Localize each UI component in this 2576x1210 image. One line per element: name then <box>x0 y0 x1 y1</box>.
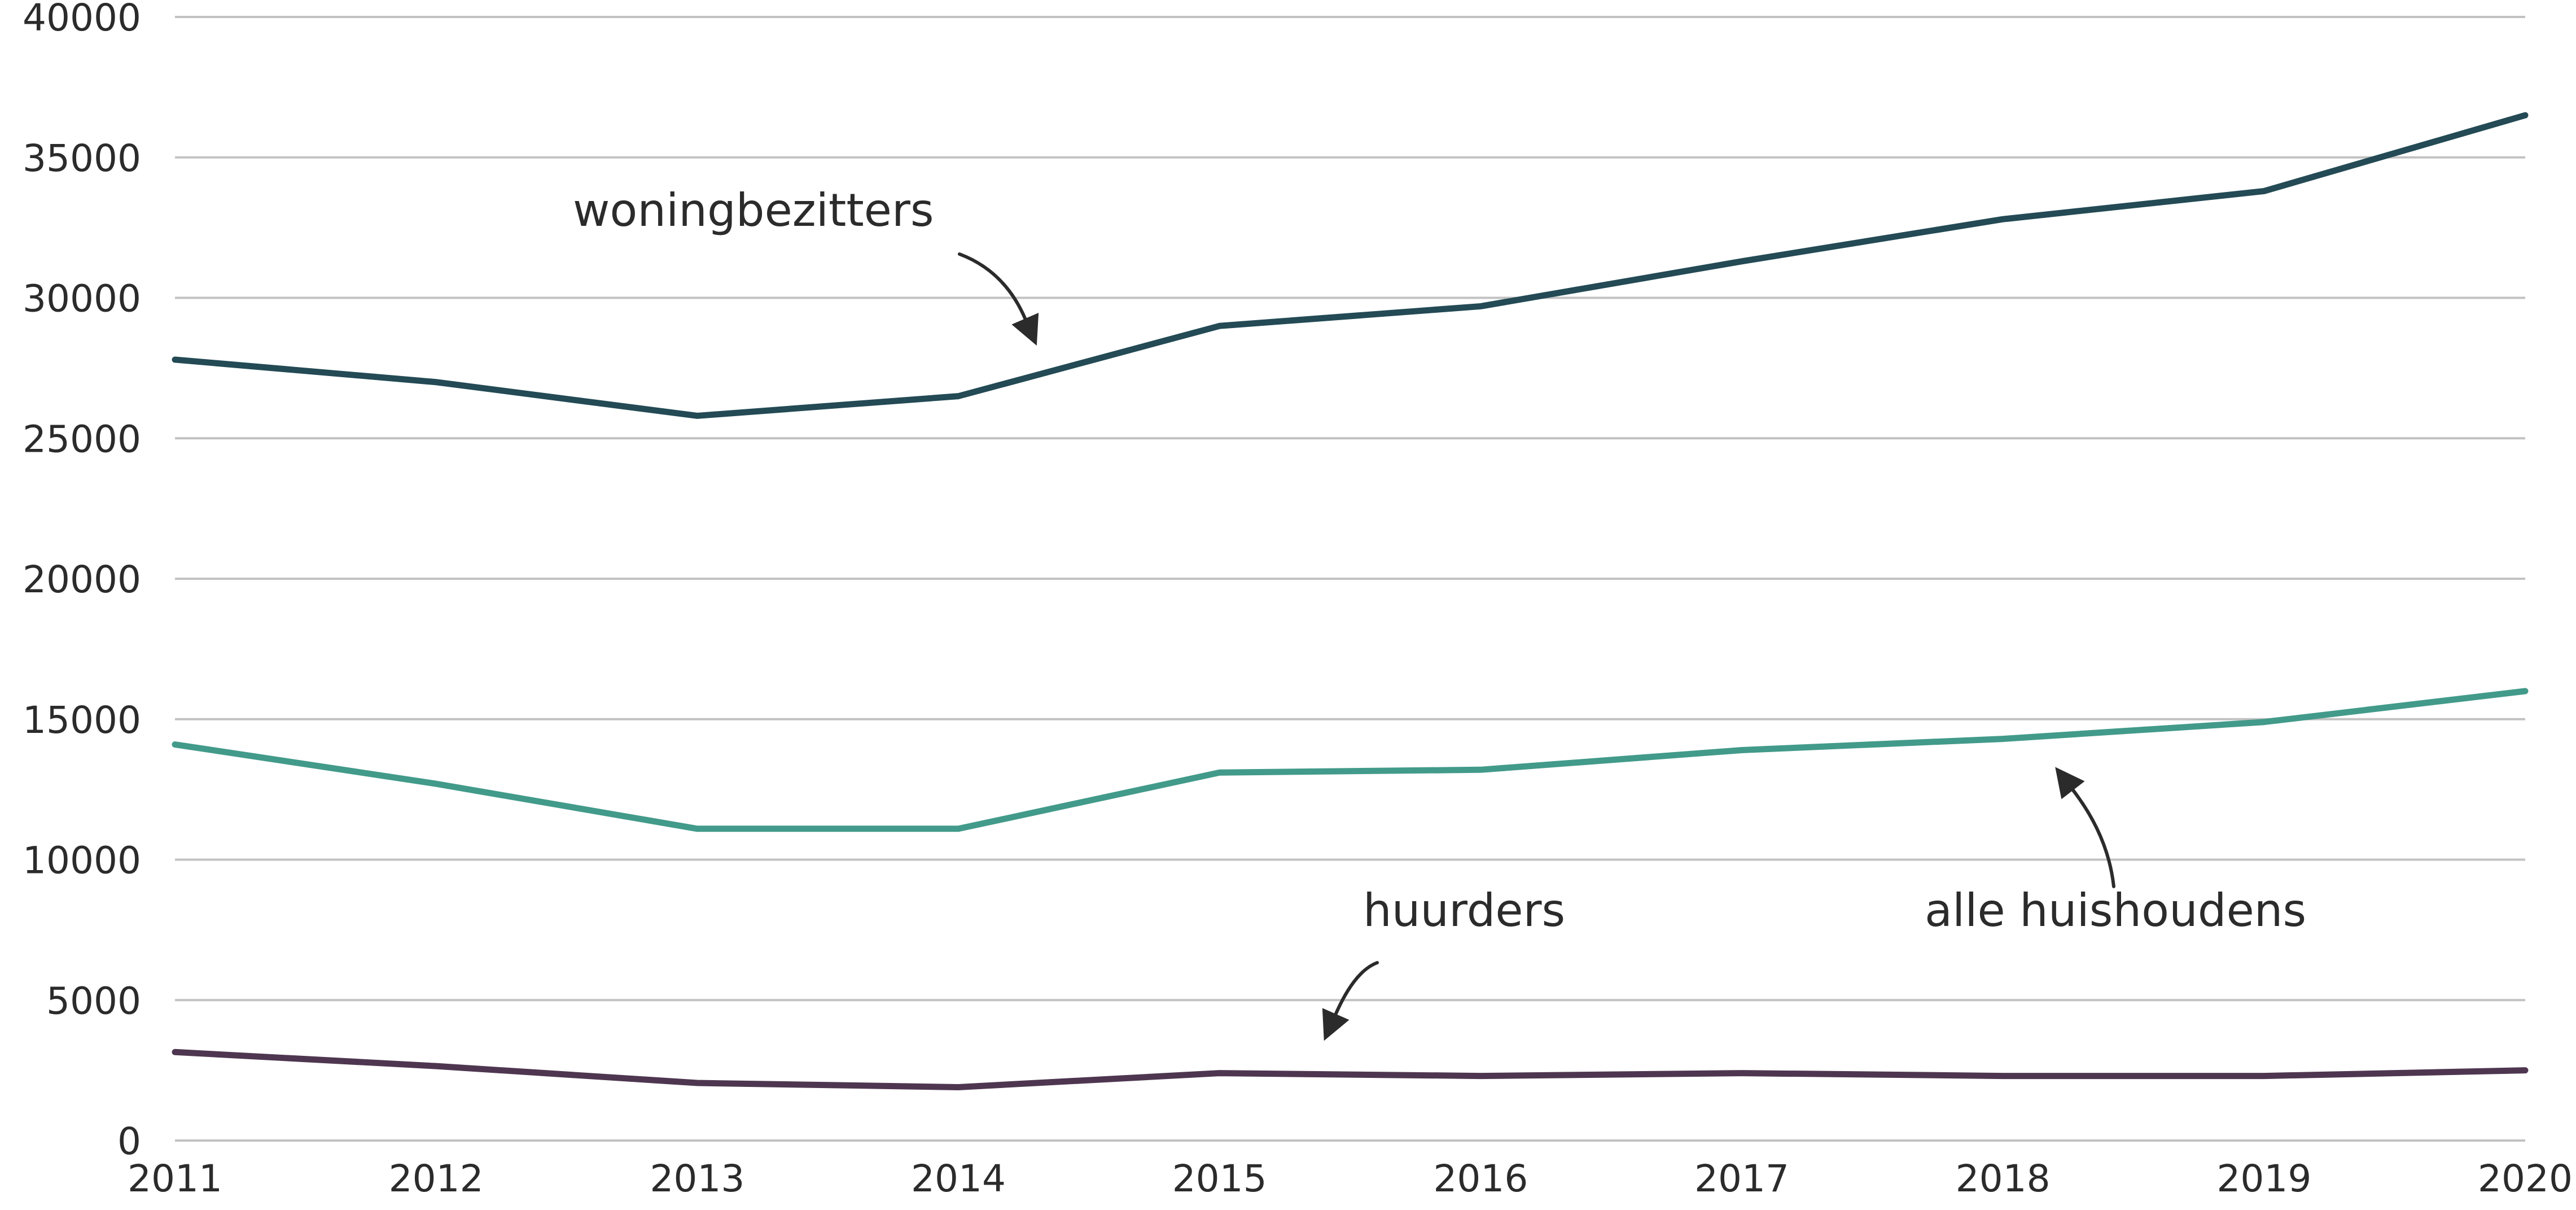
y-tick-label: 5000 <box>46 979 141 1023</box>
annotation-label: huurders <box>1363 884 1565 937</box>
y-tick-label: 10000 <box>23 839 141 883</box>
y-axis-tick-labels: 0 5000 10000 15000 20000 25000 30000 35000 40000 <box>23 0 141 1163</box>
y-tick-label: 35000 <box>23 137 141 180</box>
series-line-alle-huishoudens <box>172 688 2529 832</box>
x-axis-tick-labels: 2011 2012 2013 2014 2015 2016 2017 2018 2019 2020 <box>128 1157 2573 1200</box>
arrowhead-icon <box>2055 767 2085 800</box>
series-lines <box>172 112 2529 1090</box>
y-tick-label: 30000 <box>23 277 141 321</box>
annotation-arrow <box>2071 788 2115 888</box>
series-line-huurders <box>172 1049 2529 1090</box>
x-tick-label: 2011 <box>128 1157 222 1200</box>
y-tick-label: 40000 <box>23 0 141 40</box>
y-tick-label: 15000 <box>23 698 141 742</box>
x-tick-label: 2012 <box>389 1157 484 1200</box>
gridlines <box>175 16 2525 1142</box>
x-tick-label: 2015 <box>1172 1157 1267 1200</box>
x-tick-label: 2013 <box>650 1157 744 1200</box>
x-tick-label: 2014 <box>911 1157 1006 1200</box>
x-tick-label: 2019 <box>2216 1157 2311 1200</box>
x-tick-label: 2016 <box>1433 1157 1528 1200</box>
arrowhead-icon <box>1322 1008 1350 1041</box>
series-line-woningbezitters <box>172 112 2529 419</box>
x-tick-label: 2018 <box>1956 1157 2051 1200</box>
annotation-label: woningbezitters <box>573 184 934 237</box>
annotation-arrow <box>958 252 1027 321</box>
x-tick-label: 2017 <box>1694 1157 1789 1200</box>
y-tick-label: 25000 <box>23 417 141 461</box>
annotation-arrow <box>1334 961 1379 1016</box>
y-tick-label: 20000 <box>23 558 141 601</box>
arrowhead-icon <box>1011 313 1039 346</box>
annotation-label: alle huishoudens <box>1925 884 2306 937</box>
y-tick-label: 0 <box>117 1120 141 1163</box>
series-annotations: woningbezitters alle huishoudens huurders <box>573 184 2306 1041</box>
x-tick-label: 2020 <box>2478 1157 2573 1200</box>
